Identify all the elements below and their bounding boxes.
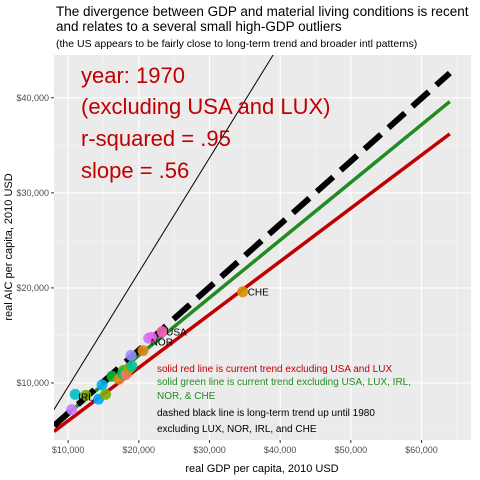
x-tick-label: $30,000	[193, 445, 226, 455]
data-point	[125, 349, 137, 361]
data-point	[126, 360, 138, 372]
x-tick-label: $20,000	[123, 445, 156, 455]
minor-grid	[54, 55, 471, 440]
chart-title-line-2: and relates to a several small high-GDP …	[56, 19, 342, 34]
annotation: (excluding USA and LUX)	[81, 94, 330, 119]
line-notes: solid red line is current trend excludin…	[157, 364, 411, 435]
line-note: NOR, & CHE	[157, 391, 216, 402]
trend-line-dashed-black	[54, 70, 452, 428]
y-axis-label: real AIC per capita, 2010 USD	[3, 173, 15, 320]
data-point	[80, 389, 92, 401]
point-label: CHE	[248, 288, 269, 299]
x-tick-label: $40,000	[264, 445, 297, 455]
line-note: excluding LUX, NOR, IRL, and CHE	[157, 424, 317, 435]
y-axis-ticks: $10,000 $20,000 $30,000 $40,000	[16, 93, 54, 388]
point-label: NOR	[151, 337, 173, 348]
annotation: r-squared = .95	[81, 126, 231, 151]
data-point	[156, 326, 168, 338]
y-tick-label: $30,000	[16, 188, 49, 198]
x-axis-label: real GDP per capita, 2010 USD	[185, 463, 338, 475]
x-tick-label: $50,000	[335, 445, 368, 455]
chart-subtitle: (the US appears to be fairly close to lo…	[56, 38, 417, 50]
x-tick-label: $60,000	[405, 445, 438, 455]
data-point	[69, 388, 81, 400]
x-axis-ticks: $10,000 $20,000 $30,000 $40,000 $50,000 $60,0…	[52, 440, 438, 455]
data-point	[66, 404, 78, 416]
x-tick-label: $10,000	[52, 445, 85, 455]
line-note: solid red line is current trend excludin…	[157, 364, 392, 375]
chart-title-line-1: The divergence between GDP and material …	[56, 4, 469, 19]
y-tick-label: $10,000	[16, 378, 49, 388]
annotations: year: 1970 (excluding USA and LUX) r-squar…	[81, 63, 330, 183]
point-label: IRL	[78, 392, 94, 403]
major-grid	[54, 55, 471, 440]
line-note: solid green line is current trend exclud…	[157, 377, 411, 388]
data-point	[100, 388, 112, 400]
y-tick-label: $40,000	[16, 93, 49, 103]
data-point	[137, 345, 149, 357]
data-point	[237, 286, 249, 298]
y-tick-label: $20,000	[16, 283, 49, 293]
data-point	[96, 379, 108, 391]
trend-line-thin-black	[54, 55, 274, 410]
data-point	[146, 331, 158, 343]
annotation: slope = .56	[81, 158, 189, 183]
data-points	[66, 286, 249, 416]
point-label: USA	[166, 328, 187, 339]
line-note: dashed black line is long-term trend up …	[157, 408, 375, 419]
annotation: year: 1970	[81, 63, 185, 88]
